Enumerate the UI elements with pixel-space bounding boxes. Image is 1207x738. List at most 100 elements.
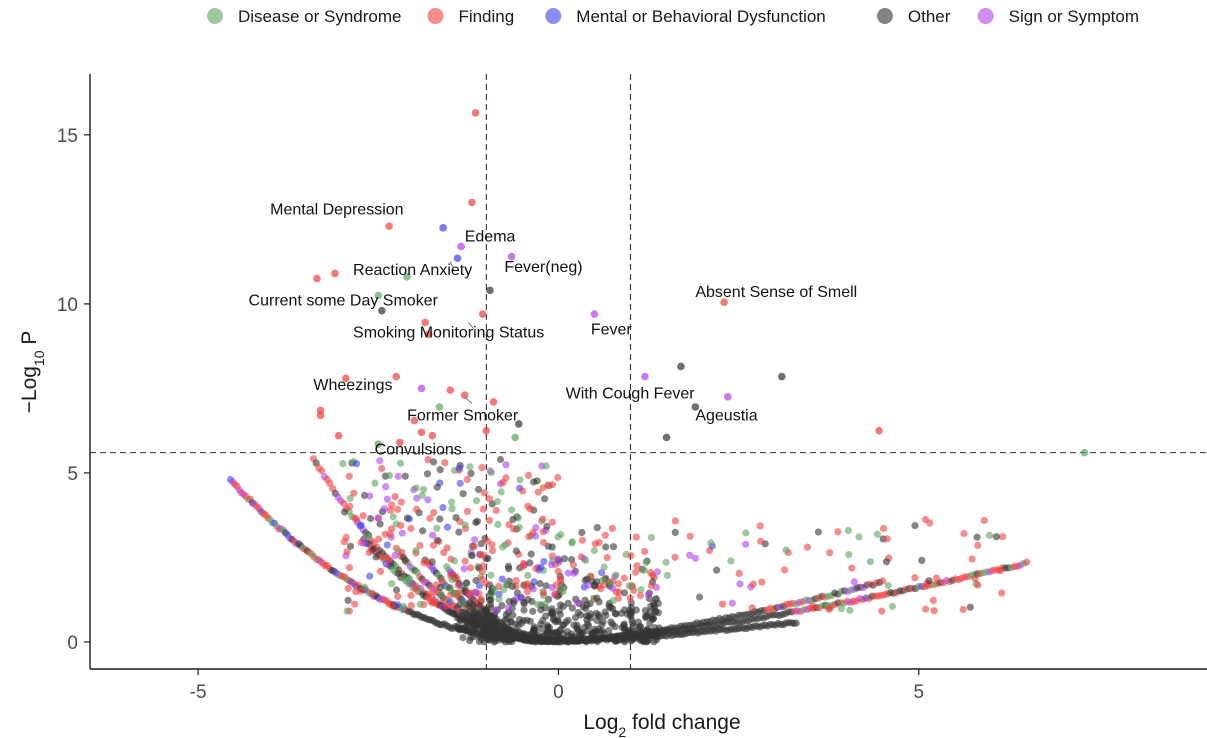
- background-point-1248: [556, 577, 565, 585]
- background-point-1447: [686, 551, 694, 559]
- data-point-23: [460, 391, 469, 399]
- background-point-1603: [426, 514, 434, 522]
- background-point-1641: [479, 562, 487, 570]
- background-point-1535: [519, 487, 527, 495]
- data-point-25: [641, 372, 649, 381]
- background-point-1379: [407, 524, 415, 533]
- background-point-1419: [424, 496, 432, 504]
- background-point-1668: [398, 548, 406, 556]
- background-point-1743: [522, 582, 530, 590]
- background-point-1029: [601, 608, 609, 616]
- background-point-1682: [428, 558, 436, 566]
- background-point-1627: [493, 497, 502, 506]
- background-point-1622: [509, 525, 517, 533]
- annotation-label-4: Reaction Anxiety: [353, 262, 472, 279]
- background-point-1561: [879, 524, 888, 533]
- background-point-1584: [472, 518, 480, 527]
- background-point-1320: [523, 616, 531, 624]
- annotation-label-10: With Cough Fever: [566, 386, 696, 403]
- background-point-1264: [466, 599, 474, 607]
- background-point-1670: [461, 521, 469, 529]
- background-point-1587: [456, 479, 464, 487]
- background-point-1387: [396, 459, 405, 467]
- background-point-1615: [472, 497, 481, 505]
- background-point-1636: [449, 589, 457, 597]
- background-point-1070: [649, 614, 658, 622]
- background-point-1727: [463, 507, 472, 515]
- background-point-1483: [529, 585, 538, 593]
- annotation-label-6: Absent Sense of Smell: [695, 284, 857, 301]
- background-point-1253: [620, 574, 628, 582]
- legend-label-1: Disease or Syndrome: [238, 7, 401, 26]
- background-point-1405: [462, 579, 471, 587]
- background-point-1211: [583, 620, 592, 628]
- background-point-1491: [439, 504, 447, 512]
- background-point-866: [609, 543, 618, 551]
- background-point-1666: [420, 559, 428, 567]
- background-point-1187: [569, 561, 578, 569]
- background-point-1147: [653, 568, 661, 576]
- background-point-1295: [539, 616, 547, 625]
- background-point-655: [1023, 558, 1031, 566]
- background-point-1539: [663, 571, 672, 580]
- background-point-1322: [594, 611, 603, 619]
- background-point-1466: [448, 505, 456, 513]
- background-point-1360: [571, 614, 580, 622]
- background-point-1600: [345, 564, 354, 572]
- background-point-1301: [557, 625, 565, 634]
- background-point-845: [792, 619, 800, 627]
- background-point-1593: [392, 586, 401, 594]
- data-point-44: [1080, 448, 1089, 457]
- data-point-27: [778, 372, 786, 381]
- background-point-1238: [465, 607, 473, 616]
- highlighted-points: [313, 109, 1089, 457]
- background-point-1348: [540, 632, 548, 640]
- background-point-1560: [593, 578, 601, 586]
- background-point-1741: [397, 521, 405, 530]
- background-point-1241: [628, 616, 636, 625]
- annotation-connector-2: [467, 322, 476, 332]
- background-point-1617: [782, 546, 790, 554]
- background-point-1720: [386, 471, 394, 480]
- background-point-1661: [502, 580, 510, 589]
- background-point-1362: [580, 636, 588, 645]
- background-point-162: [340, 499, 348, 507]
- background-point-1091: [542, 582, 550, 590]
- threshold-lines: [90, 74, 1207, 669]
- background-point-1220: [590, 547, 599, 555]
- data-point-14: [421, 318, 429, 327]
- background-point-1621: [756, 522, 764, 530]
- background-point-1573: [501, 541, 509, 549]
- background-point-1705: [925, 577, 933, 585]
- background-point-1339: [650, 601, 658, 610]
- background-point-1676: [383, 495, 391, 503]
- data-point-1: [471, 109, 480, 117]
- background-point-1497: [438, 577, 446, 586]
- background-point-1744: [758, 578, 766, 586]
- background-point-1344: [480, 638, 488, 646]
- annotation-label-12: Former Smoker: [407, 408, 519, 425]
- background-point-1390: [866, 558, 875, 566]
- background-point-1628: [601, 531, 609, 539]
- background-point-1099: [602, 543, 610, 551]
- background-point-1635: [339, 460, 347, 468]
- background-point-1697: [394, 505, 402, 513]
- background-point-1567: [452, 514, 460, 522]
- data-point-7: [507, 252, 516, 261]
- background-point-1291: [488, 547, 497, 555]
- background-point-1674: [424, 456, 432, 464]
- background-point-1490: [534, 600, 542, 609]
- background-point-1651: [728, 599, 736, 607]
- background-point-1410: [487, 571, 495, 579]
- background-point-1667: [873, 530, 882, 538]
- background-point-1434: [350, 489, 358, 497]
- background-point-1328: [480, 626, 488, 634]
- background-point-1445: [412, 505, 421, 513]
- background-point-1564: [377, 567, 385, 576]
- background-point-1553: [388, 580, 396, 588]
- background-point-1649: [541, 600, 549, 608]
- background-point-1710: [781, 566, 789, 574]
- background-point-1562: [407, 591, 415, 600]
- annotation-label-8: Fever: [591, 321, 633, 338]
